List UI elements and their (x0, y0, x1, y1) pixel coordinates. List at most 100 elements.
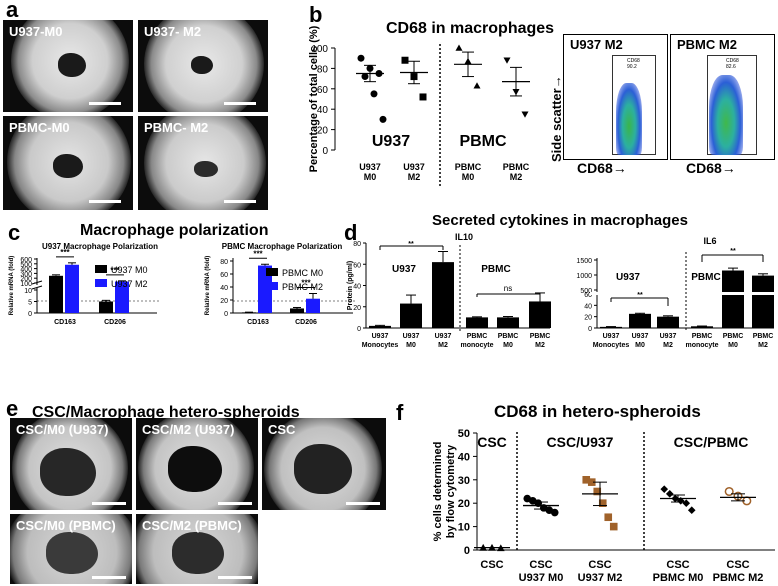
group-label: CSC/PBMC (674, 434, 749, 450)
micrograph-caption: CSC (268, 422, 296, 437)
y-tick-label: 80 (353, 241, 361, 248)
micrograph-caption: CSC/M2 (U937) (142, 422, 235, 437)
scale-bar (92, 576, 126, 579)
y-tick-label: 10 (24, 288, 32, 295)
scale-bar (224, 102, 256, 105)
x-tick-label: CD163 (247, 319, 269, 326)
flow-plot-u937-m2: U937 M2 CD68 90.2 (563, 34, 668, 160)
y-axis-label: % cells determined (432, 442, 444, 542)
bar (657, 316, 679, 328)
panel-letter-e: e (6, 396, 19, 421)
significance-mark: *** (253, 249, 263, 258)
micrograph-u937-m0: U937-M0 (3, 20, 133, 112)
scale-bar (92, 502, 126, 505)
y-tick-label: 80 (317, 64, 329, 75)
x-tick-label: M0 (462, 172, 475, 182)
y-tick-label: 300 (20, 271, 32, 278)
group-label: PBMC (459, 133, 507, 150)
significance-mark: ns (504, 284, 512, 293)
axis-break (590, 292, 776, 295)
y-tick-label: 100 (20, 281, 32, 288)
y-tick-label: 500 (20, 262, 32, 269)
legend-swatch (95, 265, 107, 273)
scale-bar (224, 200, 256, 203)
flow-plot-title: PBMC M2 (677, 37, 737, 52)
data-point (609, 522, 618, 531)
y-axis-label: Protein (pg/ml) (347, 261, 354, 310)
panel-f-title: CD68 in hetero-spheroids (494, 402, 701, 421)
x-tick-label: M2 (535, 342, 545, 349)
x-tick-label: U937 (603, 333, 620, 340)
group-label: PBMC (691, 272, 720, 283)
x-tick-label: PBMC (498, 333, 519, 340)
y-tick-label: 0 (224, 311, 228, 318)
y-tick-label: 0 (357, 326, 361, 333)
data-point (503, 57, 511, 64)
y-tick-label: 200 (20, 276, 32, 283)
micrograph-csc-m2-u937: CSC/M2 (U937) (136, 418, 258, 510)
flow-density (616, 83, 642, 155)
data-point (676, 497, 685, 505)
data-point (665, 490, 674, 498)
bar (258, 265, 272, 313)
data-point (379, 115, 387, 123)
x-tick-label: CSC (726, 559, 749, 571)
micrograph-pbmc-m0: PBMC-M0 (3, 116, 133, 210)
y-tick-label: 5 (28, 300, 32, 307)
x-tick-label: CSC (480, 559, 503, 571)
y-tick-label: 80 (220, 259, 228, 266)
legend-swatch (266, 282, 278, 290)
chart-subtitle: PBMC Macrophage Polarization (222, 242, 343, 251)
data-point (361, 73, 369, 81)
x-tick-label: M0 (728, 342, 738, 349)
y-tick-label: 60 (220, 272, 228, 279)
data-point (455, 44, 463, 51)
group-label: CSC/U937 (547, 434, 614, 450)
y-tick-label: 50 (458, 428, 470, 440)
bar (432, 262, 454, 328)
data-point (604, 513, 613, 522)
y-tick-label: 30 (458, 475, 470, 487)
bar (242, 312, 256, 313)
y-tick-label: 60 (353, 262, 361, 269)
micrograph-pbmc-m2: PBMC- M2 (138, 116, 268, 210)
legend-label: U937 M2 (111, 279, 148, 289)
bar (529, 301, 551, 328)
scale-bar (346, 502, 380, 505)
panel-d-title: Secreted cytokines in macrophages (432, 212, 688, 229)
data-point (521, 111, 529, 118)
x-tick-label: U937 M2 (578, 572, 623, 584)
x-tick-label: M2 (510, 172, 523, 182)
data-point (687, 506, 696, 515)
x-tick-label: PBMC (503, 162, 530, 172)
group-label: U937 (372, 133, 410, 150)
significance-mark: *** (110, 266, 120, 275)
panel-e-title: CSC/Macrophage hetero-spheroids (32, 404, 300, 421)
micrograph-caption: U937-M0 (9, 24, 63, 39)
x-tick-label: U937 (372, 333, 389, 340)
panel-letter-d: d (344, 220, 358, 245)
group-label: U937 (392, 264, 416, 275)
y-tick-label: 1000 (576, 273, 592, 280)
bar (115, 281, 129, 313)
gate-label: CD68 (726, 58, 739, 64)
y-tick-label: 0 (322, 146, 328, 157)
micrograph-csc: CSC (262, 418, 386, 510)
bar (65, 264, 79, 313)
y-axis-label: by flow cytometry (445, 444, 457, 538)
y-tick-label: 600 (20, 257, 32, 264)
flow-xaxis-label-right: CD68→ (686, 160, 736, 176)
scale-bar (218, 502, 252, 505)
bar (497, 317, 519, 328)
y-axis-label: Percentage of total cells (%) (308, 25, 320, 172)
legend-swatch (95, 279, 107, 287)
y-tick-label: 40 (317, 105, 329, 116)
chart-subtitle: IL6 (703, 236, 716, 246)
flow-density (709, 75, 743, 155)
data-point (587, 478, 596, 486)
group-label: U937 (616, 272, 640, 283)
x-tick-label: PBMC (723, 333, 744, 340)
data-point (593, 487, 602, 496)
x-tick-label: M0 (406, 342, 416, 349)
